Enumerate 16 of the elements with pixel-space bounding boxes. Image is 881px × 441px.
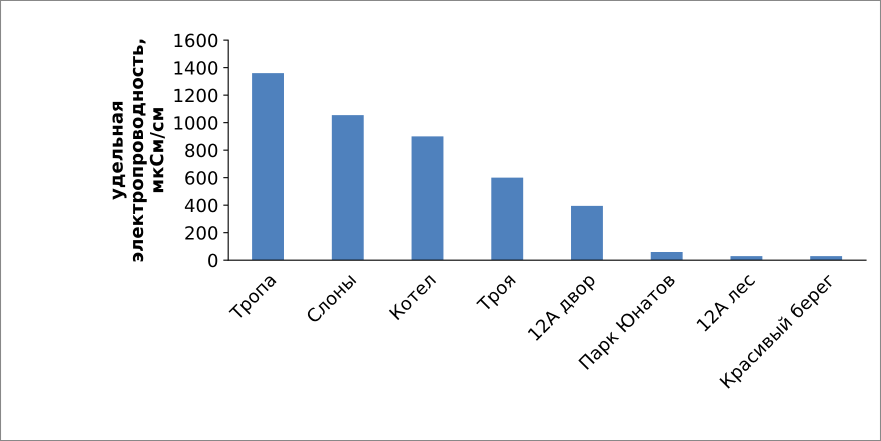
y-tick-label: 1000	[174, 116, 218, 130]
y-tick-label: 0	[208, 254, 218, 268]
y-tick-label: 400	[184, 198, 218, 212]
y-tick-label: 1400	[174, 61, 218, 75]
y-tick-label: 600	[185, 171, 218, 185]
y-axis-title: удельная электропроводность, мкСм/см	[112, 40, 165, 262]
bar	[412, 136, 444, 260]
bar	[650, 252, 683, 260]
y-tick-label: 200	[185, 226, 218, 240]
bar	[252, 73, 284, 260]
y-tick-label: 1600	[174, 34, 218, 48]
bar	[571, 206, 603, 260]
bar	[491, 178, 524, 260]
bar	[332, 115, 364, 260]
y-tick-label: 800	[185, 144, 218, 158]
y-tick-label: 1200	[174, 88, 218, 102]
